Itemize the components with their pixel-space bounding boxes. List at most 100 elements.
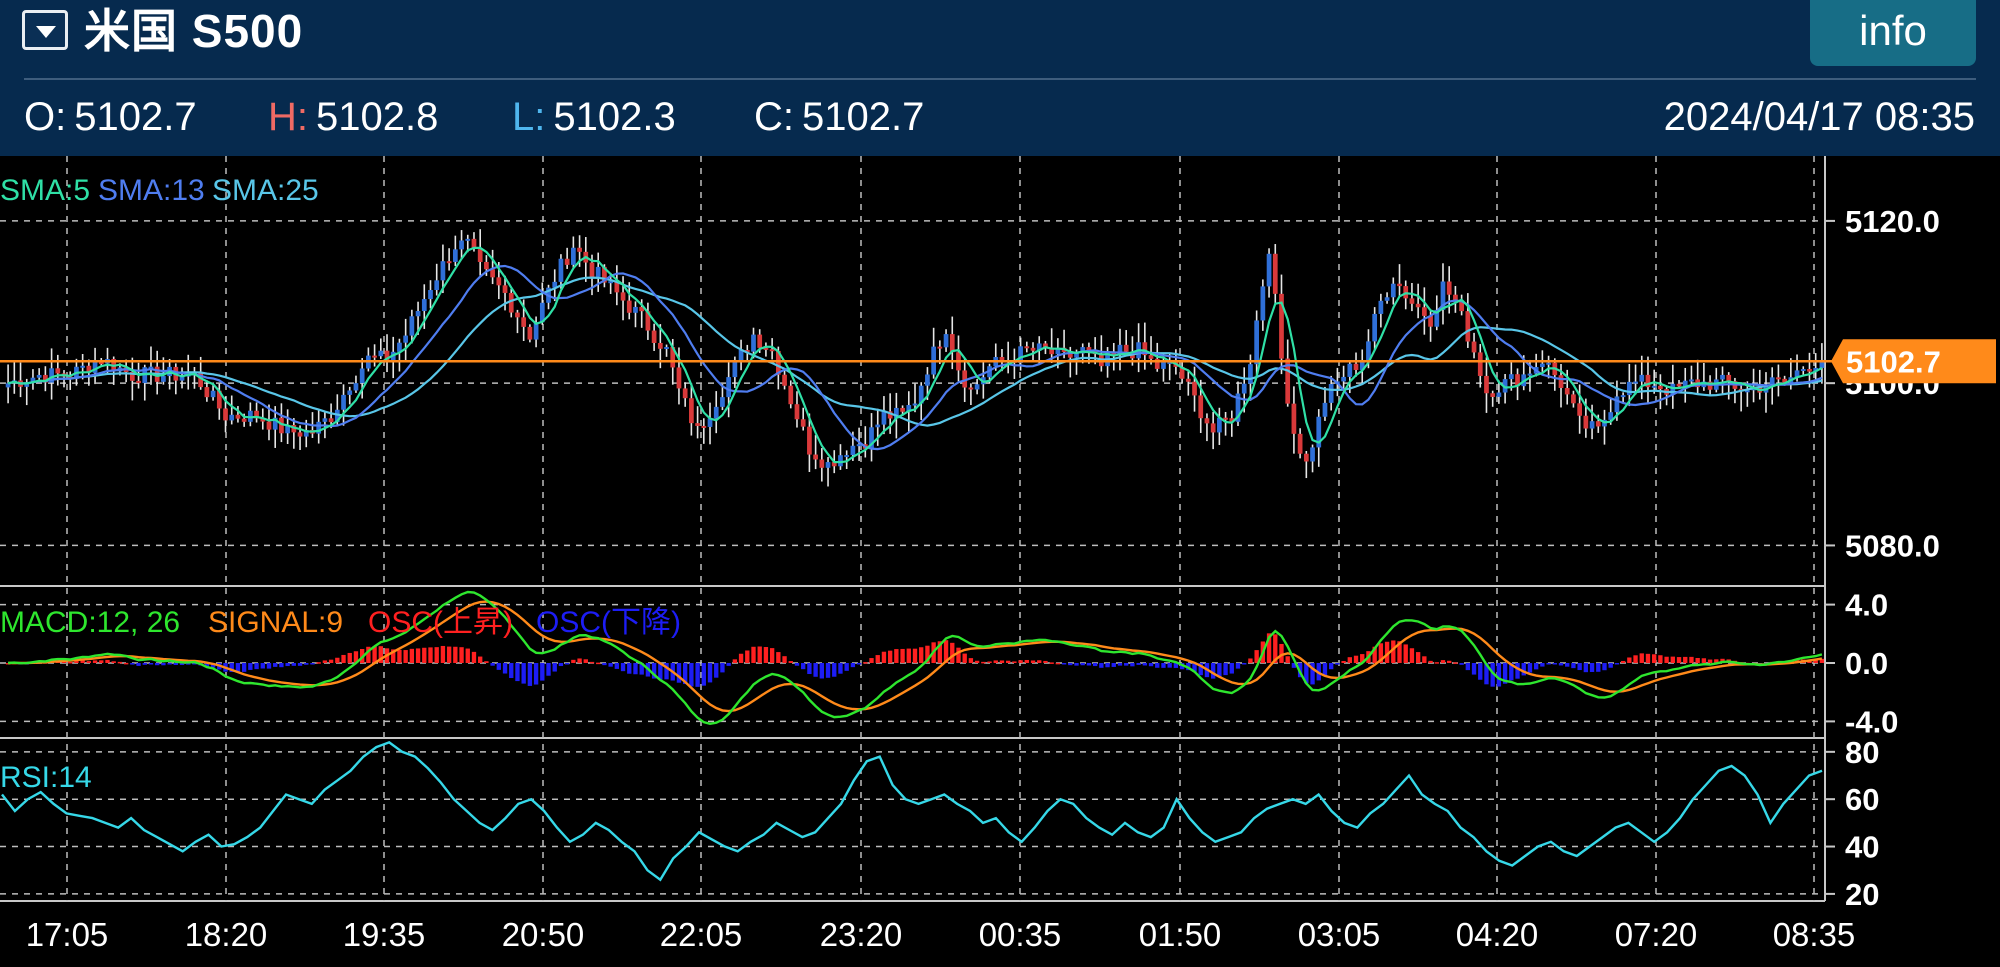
candle-body xyxy=(807,426,812,455)
low-readout: L: 5102.3 xyxy=(512,92,676,142)
osc-bar xyxy=(658,663,663,680)
osc-bar xyxy=(1155,663,1160,668)
osc-bar xyxy=(204,663,210,668)
candle-body xyxy=(695,423,700,426)
osc-bar xyxy=(1596,663,1601,672)
osc-bar xyxy=(1558,663,1564,666)
osc-bar xyxy=(1695,657,1700,663)
osc-bar xyxy=(1565,663,1570,667)
osc-bar xyxy=(1422,656,1427,663)
osc-bar xyxy=(1049,662,1054,664)
osc-bar xyxy=(1341,660,1346,663)
osc-bar xyxy=(1136,663,1141,665)
osc-bar xyxy=(589,661,595,664)
osc-bar xyxy=(186,663,191,665)
candle-body xyxy=(645,311,651,331)
candle-body xyxy=(1813,367,1819,372)
osc-bar xyxy=(1322,663,1328,676)
price-panel[interactable] xyxy=(0,229,1833,487)
osc-bar xyxy=(372,646,377,663)
candle-body xyxy=(1446,281,1452,295)
osc-bar xyxy=(1198,663,1203,676)
osc-bar xyxy=(1167,663,1172,668)
osc-bar xyxy=(155,663,160,666)
candle-body xyxy=(266,421,272,430)
candle-body xyxy=(36,374,42,378)
candle-body xyxy=(1235,393,1241,422)
candle-body xyxy=(43,374,48,383)
osc-bar xyxy=(92,660,98,663)
osc-bar xyxy=(1061,663,1067,665)
osc-bar xyxy=(279,663,284,668)
osc-bar xyxy=(664,663,669,680)
candle-body xyxy=(1043,343,1048,348)
candle-body xyxy=(440,261,446,281)
candle-body xyxy=(738,349,744,362)
candle-body xyxy=(614,281,620,293)
osc-bar xyxy=(328,659,334,663)
macd-panel[interactable] xyxy=(5,590,1825,726)
candle-body xyxy=(1217,417,1222,433)
candle-body xyxy=(819,459,825,468)
candle-body xyxy=(260,418,266,422)
osc-bar xyxy=(627,663,632,674)
candle-body xyxy=(825,462,831,468)
candle-body xyxy=(328,418,334,423)
candle-body xyxy=(55,368,61,374)
candle-body xyxy=(179,376,185,381)
osc-bar xyxy=(86,661,92,663)
candle-body xyxy=(1167,361,1173,364)
osc-bar xyxy=(515,663,520,682)
macd-tick-label: 0.0 xyxy=(1845,646,1888,681)
osc-bar xyxy=(260,663,265,669)
osc-bar xyxy=(142,663,147,665)
candle-body xyxy=(912,403,918,406)
candle-body xyxy=(403,335,409,343)
candle-body xyxy=(937,346,943,349)
osc-bar xyxy=(1086,663,1092,666)
candle-body xyxy=(552,281,558,288)
candle-body xyxy=(1192,381,1197,396)
candle-body xyxy=(539,302,545,323)
candle-body xyxy=(906,405,912,412)
candle-body xyxy=(285,424,290,434)
symbol-dropdown-button[interactable] xyxy=(22,10,68,50)
osc-bar xyxy=(291,663,297,666)
candle-body xyxy=(1316,416,1322,448)
candle-body xyxy=(49,368,54,383)
candle-body xyxy=(533,322,539,340)
osc-bar xyxy=(1024,659,1029,663)
osc-bar xyxy=(130,663,135,665)
candle-body xyxy=(1459,301,1464,312)
osc-bar xyxy=(210,663,216,668)
osc-bar xyxy=(1012,661,1017,663)
candle-body xyxy=(707,418,713,427)
candle-body xyxy=(1477,352,1483,376)
osc-bar xyxy=(1248,658,1253,663)
sma5-line xyxy=(7,246,1823,464)
candle-body xyxy=(894,407,899,419)
symbol-title[interactable]: 米国 S500 xyxy=(84,5,304,57)
osc-bar xyxy=(546,663,551,676)
info-button[interactable]: info xyxy=(1810,0,1976,66)
x-tick-label: 18:20 xyxy=(185,916,268,953)
chart-area[interactable]: 17:05 18:20 19:35 20:50 22:05 23:20 00:35 01:50… xyxy=(0,156,2000,967)
candle-body xyxy=(210,390,216,398)
current-price-label: 5102.7 xyxy=(1846,344,1941,379)
candle-body xyxy=(1800,369,1806,372)
osc-bar xyxy=(446,646,452,663)
osc-bar xyxy=(1378,643,1384,663)
macd-tick-label: 4.0 xyxy=(1845,588,1888,623)
osc-bar xyxy=(1459,663,1464,665)
candle-body xyxy=(701,425,707,428)
osc-bar xyxy=(341,654,346,663)
candle-body xyxy=(713,406,719,419)
candle-body xyxy=(515,312,520,318)
candle-body xyxy=(1210,423,1216,433)
candle-body xyxy=(1670,383,1676,395)
candle-body xyxy=(434,280,440,291)
candle-body xyxy=(831,462,837,467)
candle-body xyxy=(657,342,663,349)
rsi-panel[interactable] xyxy=(1,741,1823,882)
rsi-tick-label: 40 xyxy=(1845,830,1879,865)
